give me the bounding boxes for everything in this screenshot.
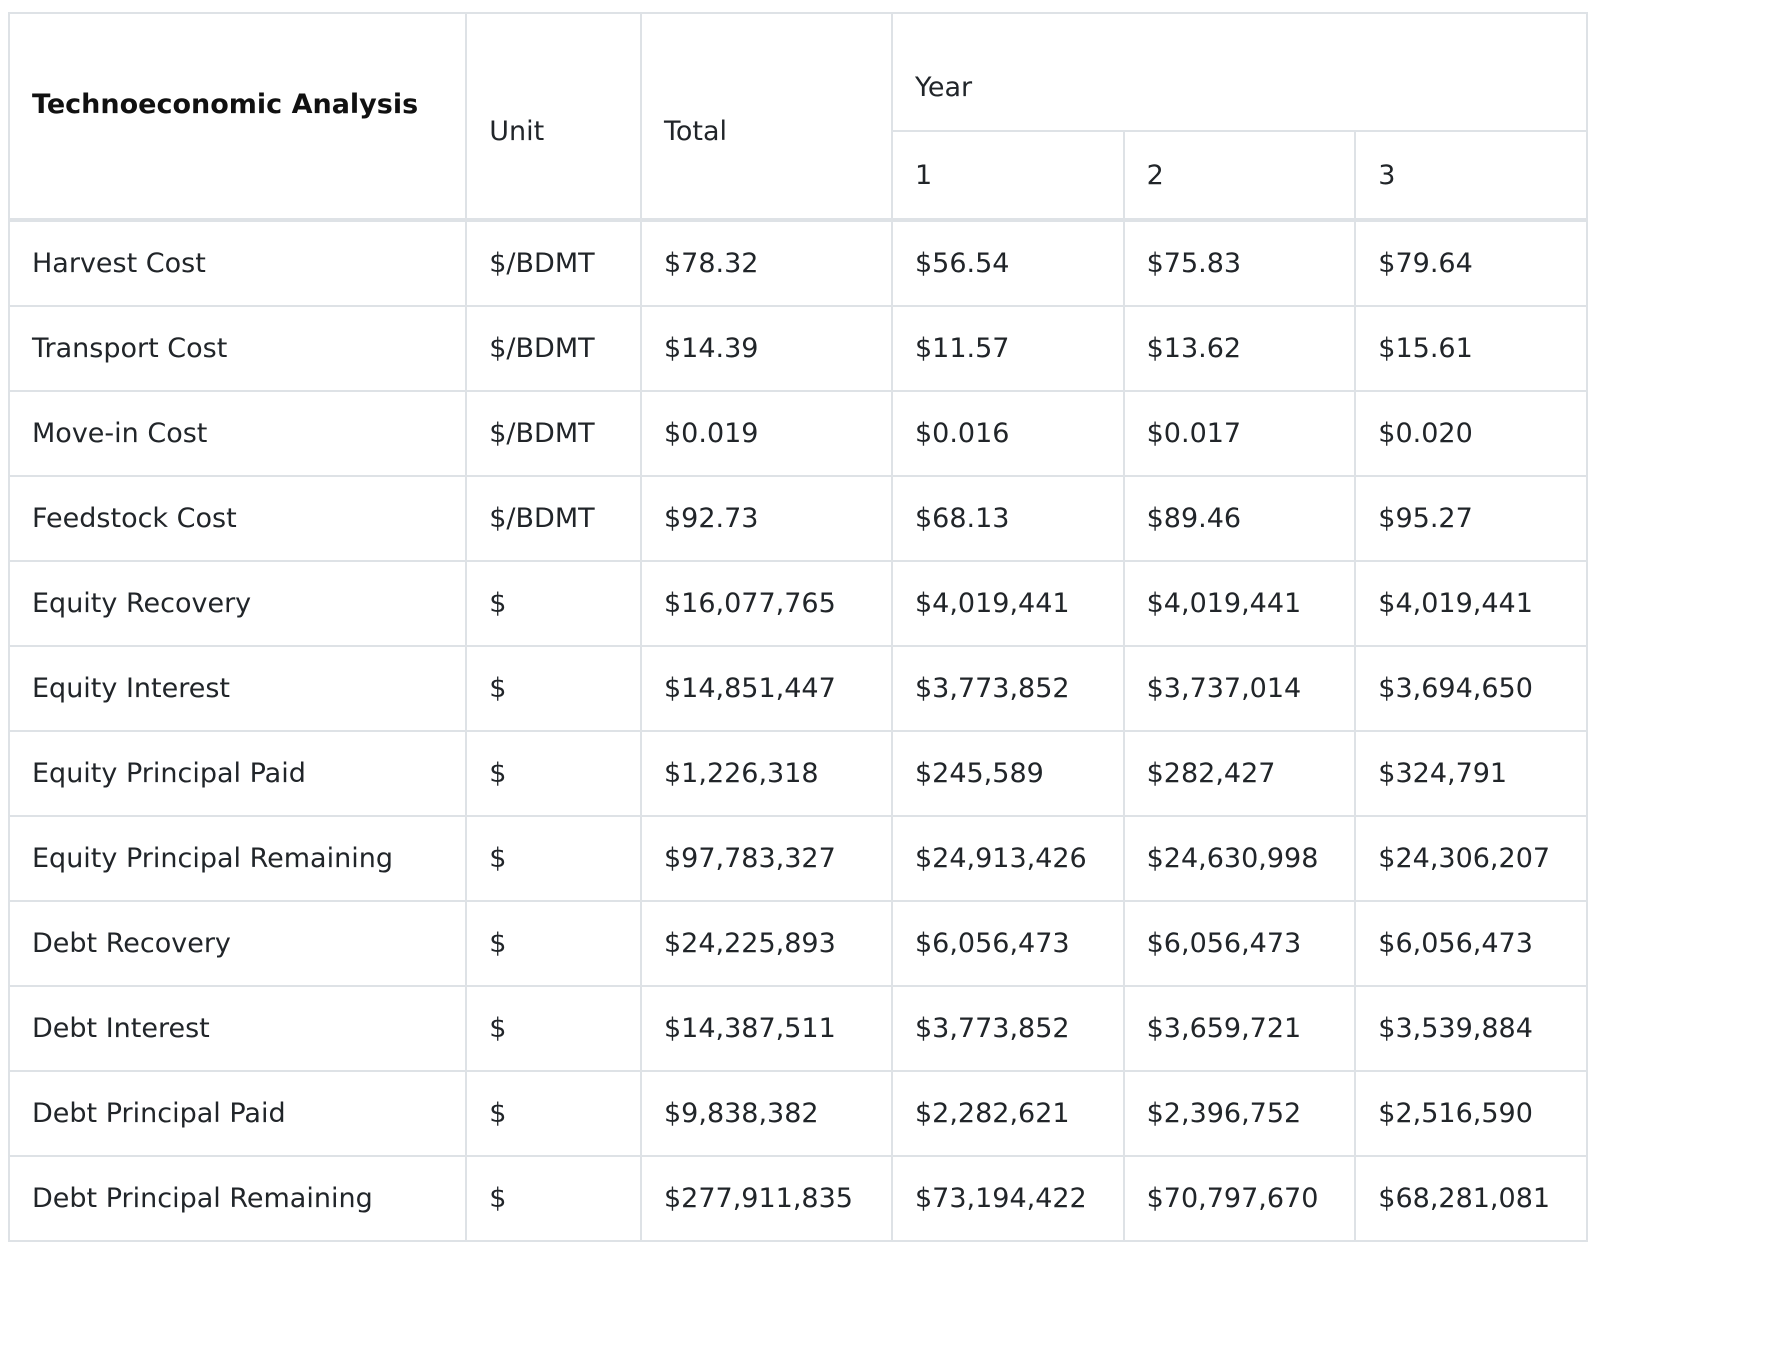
row-year-1: $24,913,426 <box>890 815 1125 902</box>
row-total: $277,911,835 <box>640 1155 893 1242</box>
row-total: $97,783,327 <box>640 815 893 902</box>
row-year-3: $6,056,473 <box>1354 900 1588 987</box>
row-label: Transport Cost <box>8 305 468 392</box>
row-year-1: $6,056,473 <box>890 900 1125 987</box>
column-header-year: Year <box>890 12 1589 132</box>
row-year-2: $89.46 <box>1122 475 1357 562</box>
row-year-2: $4,019,441 <box>1122 560 1357 647</box>
row-label: Equity Principal Paid <box>8 730 468 817</box>
row-year-1: $245,589 <box>890 730 1125 817</box>
row-unit: $ <box>465 900 642 987</box>
row-unit: $ <box>465 1155 642 1242</box>
table-row: Equity Principal Paid $ $1,226,318 $245,589… <box>8 730 1588 817</box>
row-year-2: $70,797,670 <box>1122 1155 1357 1242</box>
row-label: Debt Principal Paid <box>8 1070 468 1157</box>
row-year-3: $15.61 <box>1354 305 1588 392</box>
row-year-2: $24,630,998 <box>1122 815 1357 902</box>
row-unit: $ <box>465 815 642 902</box>
row-unit: $/BDMT <box>465 475 642 562</box>
row-year-1: $56.54 <box>890 219 1125 307</box>
row-year-3: $4,019,441 <box>1354 560 1588 647</box>
table-row: Harvest Cost $/BDMT $78.32 $56.54 $75.83 $79.… <box>8 219 1588 307</box>
row-unit: $ <box>465 730 642 817</box>
table-row: Debt Interest $ $14,387,511 $3,773,852 $3,65… <box>8 985 1588 1072</box>
row-total: $14.39 <box>640 305 893 392</box>
row-total: $16,077,765 <box>640 560 893 647</box>
row-label: Equity Recovery <box>8 560 468 647</box>
row-unit: $ <box>465 560 642 647</box>
row-year-3: $3,539,884 <box>1354 985 1588 1072</box>
row-label: Equity Principal Remaining <box>8 815 468 902</box>
row-label: Harvest Cost <box>8 219 468 307</box>
row-year-1: $11.57 <box>890 305 1125 392</box>
table-body: Harvest Cost $/BDMT $78.32 $56.54 $75.83 $79.… <box>8 219 1588 1242</box>
row-label: Move-in Cost <box>8 390 468 477</box>
row-total: $92.73 <box>640 475 893 562</box>
column-header-total: Total <box>640 12 893 222</box>
row-total: $14,387,511 <box>640 985 893 1072</box>
table-row: Equity Principal Remaining $ $97,783,327 $2… <box>8 815 1588 902</box>
table-row: Transport Cost $/BDMT $14.39 $11.57 $13.62 $1… <box>8 305 1588 392</box>
row-label: Debt Principal Remaining <box>8 1155 468 1242</box>
table-header: Technoeconomic Analysis Unit Total Year … <box>8 12 1589 222</box>
row-total: $0.019 <box>640 390 893 477</box>
row-total: $24,225,893 <box>640 900 893 987</box>
row-year-1: $0.016 <box>890 390 1125 477</box>
row-total: $1,226,318 <box>640 730 893 817</box>
table-container: Technoeconomic Analysis Unit Total Year … <box>8 12 1770 1360</box>
technoeconomic-table: Technoeconomic Analysis Unit Total Year … <box>8 12 1589 1242</box>
table-row: Move-in Cost $/BDMT $0.019 $0.016 $0.017 $0.0… <box>8 390 1588 477</box>
column-header-unit: Unit <box>465 12 642 222</box>
column-header-year-3: 3 <box>1354 130 1588 222</box>
table-row: Debt Recovery $ $24,225,893 $6,056,473 $6,05… <box>8 900 1588 987</box>
row-year-3: $79.64 <box>1354 219 1588 307</box>
column-header-year-1: 1 <box>890 130 1125 222</box>
row-year-3: $3,694,650 <box>1354 645 1588 732</box>
row-year-3: $24,306,207 <box>1354 815 1588 902</box>
row-total: $14,851,447 <box>640 645 893 732</box>
row-year-3: $0.020 <box>1354 390 1588 477</box>
row-year-3: $68,281,081 <box>1354 1155 1588 1242</box>
row-unit: $ <box>465 985 642 1072</box>
table-title: Technoeconomic Analysis <box>8 12 468 222</box>
row-year-1: $73,194,422 <box>890 1155 1125 1242</box>
row-year-3: $95.27 <box>1354 475 1588 562</box>
row-year-2: $3,737,014 <box>1122 645 1357 732</box>
row-unit: $/BDMT <box>465 305 642 392</box>
row-year-1: $68.13 <box>890 475 1125 562</box>
row-year-1: $3,773,852 <box>890 645 1125 732</box>
table-row: Debt Principal Remaining $ $277,911,835 $73… <box>8 1155 1588 1242</box>
row-unit: $/BDMT <box>465 219 642 307</box>
row-year-2: $282,427 <box>1122 730 1357 817</box>
row-year-2: $13.62 <box>1122 305 1357 392</box>
row-unit: $ <box>465 1070 642 1157</box>
row-year-1: $3,773,852 <box>890 985 1125 1072</box>
row-year-3: $2,516,590 <box>1354 1070 1588 1157</box>
row-unit: $ <box>465 645 642 732</box>
column-header-year-2: 2 <box>1122 130 1357 222</box>
table-row: Equity Recovery $ $16,077,765 $4,019,441 $4,… <box>8 560 1588 647</box>
row-total: $9,838,382 <box>640 1070 893 1157</box>
row-unit: $/BDMT <box>465 390 642 477</box>
table-row: Debt Principal Paid $ $9,838,382 $2,282,621… <box>8 1070 1588 1157</box>
row-label: Debt Recovery <box>8 900 468 987</box>
row-year-1: $4,019,441 <box>890 560 1125 647</box>
table-row: Equity Interest $ $14,851,447 $3,773,852 $3,… <box>8 645 1588 732</box>
row-total: $78.32 <box>640 219 893 307</box>
row-year-3: $324,791 <box>1354 730 1588 817</box>
row-label: Debt Interest <box>8 985 468 1072</box>
row-year-2: $6,056,473 <box>1122 900 1357 987</box>
row-year-2: $75.83 <box>1122 219 1357 307</box>
header-row-top: Technoeconomic Analysis Unit Total Year <box>8 12 1589 222</box>
row-label: Equity Interest <box>8 645 468 732</box>
row-year-2: $3,659,721 <box>1122 985 1357 1072</box>
row-year-2: $0.017 <box>1122 390 1357 477</box>
row-label: Feedstock Cost <box>8 475 468 562</box>
header-row-years: 1 2 3 <box>9 130 1588 222</box>
row-year-1: $2,282,621 <box>890 1070 1125 1157</box>
row-year-2: $2,396,752 <box>1122 1070 1357 1157</box>
table-row: Feedstock Cost $/BDMT $92.73 $68.13 $89.46 $9… <box>8 475 1588 562</box>
